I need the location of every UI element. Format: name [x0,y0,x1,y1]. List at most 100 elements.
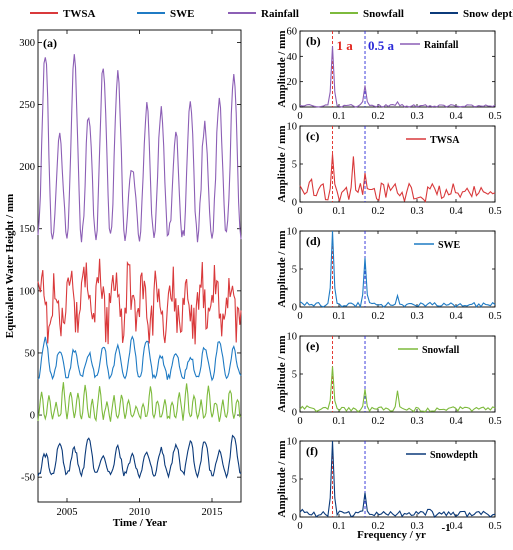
panel-a-ytick-label: -50 [21,473,35,484]
panel-b-xtick-label: 0.1 [332,111,345,122]
panel-a-xlabel: Time / Year [113,517,167,529]
panel-b-ytick-label: 40 [287,52,298,63]
panel-c-ytick-label: 10 [287,122,298,133]
panel-f-spectrum-line [299,440,496,518]
panel-f-xtick-label: 0.5 [488,521,501,532]
panel-e-xtick-label: 0.1 [332,416,345,427]
series-twsa-line [37,258,242,345]
spectrum-panels: 0 20 40 60 0 0.1 0.2 0.3 0.4 0.5 Amplitude / mm (b)… [276,27,502,542]
panel-f-label: (f) [306,444,318,458]
panel-b-spectrum: 0 20 40 60 0 0.1 0.2 0.3 0.4 0.5 Amplitude / mm (b)… [276,27,502,123]
panel-e-spectrum-line [299,366,496,413]
panel-b-xtick-label: 0.4 [449,111,463,122]
panel-b-xtick-label: 0 [297,111,302,122]
panel-a-frame [37,29,242,503]
panel-e-xtick-label: 0.2 [371,416,384,427]
panel-a-xtick-label: 2010 [129,507,150,518]
panel-f-xtick-label: 0.2 [371,521,384,532]
annotation-half-year: 0.5 a [368,38,395,53]
series-rainfall-line [37,54,242,243]
annotation-one-year: 1 a [336,38,353,53]
panel-a-ytick-label: 50 [25,348,36,359]
panel-d-xtick-label: 0.4 [449,311,463,322]
panel-f-spectrum: 0 5 10 0 0.1 0.2 0.3 0.4 0.5 Amplitude / mm (f) Sno… [276,437,502,542]
panel-f-ytick-label: 10 [287,437,298,448]
legend-label-twsa: TWSA [63,8,95,20]
panel-d-ytick-label: 5 [292,265,297,276]
panel-c-spectrum: 0 5 10 0 0.1 0.2 0.3 0.4 0.5 Amplitude / mm (c) TWS… [276,122,502,218]
panel-c-xtick-label: 0.3 [410,206,423,217]
panel-c-xtick-label: 0.2 [371,206,384,217]
legend-label-snowfall: Snowfall [363,8,404,20]
panel-a-ytick-label: 100 [19,286,35,297]
panel-b-xtick-label: 0.2 [371,111,384,122]
panel-a-label: (a) [43,36,57,50]
panel-b-ylabel: Amplitude / mm [276,31,288,108]
panel-b-ytick-label: 20 [287,77,298,88]
panel-c-xtick-label: 0.1 [332,206,345,217]
panel-a-ytick-label: 0 [30,411,35,422]
panel-e-ytick-label: 0 [292,408,297,419]
series-swe-line [37,335,242,382]
panel-d-legend-label: SWE [438,240,461,251]
panel-d-xtick-label: 0 [297,311,302,322]
panel-e-spectrum: 0 5 10 0 0.1 0.2 0.3 0.4 0.5 Amplitude / mm (e) Sno… [276,332,502,428]
panel-c-ytick-label: 0 [292,198,297,209]
panel-c-xtick-label: 0 [297,206,302,217]
panel-f-ytick-label: 5 [292,475,297,486]
panel-f-xtick-label: 0.1 [332,521,345,532]
panel-b-ytick-label: 0 [292,103,297,114]
panel-d-xtick-label: 0.3 [410,311,423,322]
panel-e-ytick-label: 5 [292,370,297,381]
panel-b-xtick-label: 0.5 [488,111,501,122]
panel-a-ytick-label: 150 [19,224,35,235]
top-legend: TWSA SWE Rainfall Snowfall Snow depth [30,8,513,20]
panel-e-xtick-label: 0.3 [410,416,423,427]
panel-a-ytick-label: 250 [19,100,35,111]
panel-f-legend-label: Snowdepth [430,450,478,461]
panel-e-ytick-label: 10 [287,332,298,343]
panel-d-ytick-label: 0 [292,303,297,314]
panel-b-legend-label: Rainfall [424,40,459,51]
panel-d-spectrum-line [299,230,496,309]
panel-e-ylabel: Amplitude / mm [276,336,288,413]
panel-a-xtick-label: 2015 [202,507,223,518]
panel-b-label: (b) [306,34,321,48]
legend-label-rainfall: Rainfall [261,8,299,20]
panel-f-xlabel: Frequency / yr [357,529,426,541]
panel-f-ylabel: Amplitude / mm [276,441,288,518]
panel-a-ylabel: Equivalent Water Height / mm [4,194,16,338]
panel-c-xtick-label: 0.5 [488,206,501,217]
panel-b-frame [299,30,496,108]
panel-b-spectrum-line [299,46,496,108]
panel-e-xtick-label: 0.4 [449,416,463,427]
panel-f-xlabel-superscript: -1 [442,522,451,534]
panel-d-ytick-label: 10 [287,227,298,238]
panel-c-spectrum-line [299,154,496,203]
panel-d-label: (d) [306,234,321,248]
panel-a-ytick-label: 200 [19,162,35,173]
series-snowfall-line [37,382,242,423]
panel-a-series [37,54,242,480]
panel-e-label: (e) [306,339,319,353]
panel-e-legend-label: Snowfall [422,345,459,356]
panel-a-xtick-label: 2005 [57,507,78,518]
panel-c-ylabel: Amplitude / mm [276,126,288,203]
panel-e-frame [299,335,496,413]
panel-f-xtick-label: 0 [297,521,302,532]
panel-a-ytick-label: 300 [19,38,35,49]
panel-f-xtick-label: 0.4 [449,521,463,532]
panel-e-xtick-label: 0.5 [488,416,501,427]
panel-d-xtick-label: 0.2 [371,311,384,322]
panel-b-xtick-label: 0.3 [410,111,423,122]
panel-c-label: (c) [306,129,319,143]
panel-d-ylabel: Amplitude / mm [276,231,288,308]
panel-f-ytick-label: 0 [292,513,297,524]
panel-c-ytick-label: 5 [292,160,297,171]
panel-b-ytick-label: 60 [287,27,298,38]
panel-c-xtick-label: 0.4 [449,206,463,217]
panel-f-xtick-label: 0.3 [410,521,423,532]
panel-a-timeseries: (a) Time / Year Equivalent Water Height … [4,29,242,529]
panel-c-legend-label: TWSA [430,135,460,146]
